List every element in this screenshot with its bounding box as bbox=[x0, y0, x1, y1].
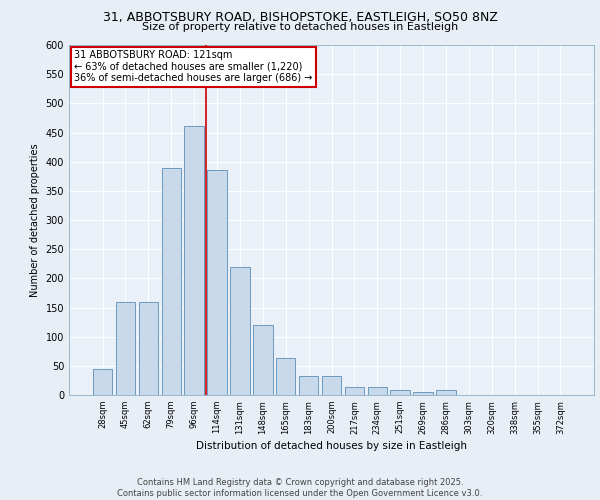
Bar bbox=[161, 168, 181, 395]
Bar bbox=[93, 370, 112, 395]
Bar bbox=[413, 392, 433, 395]
Bar bbox=[368, 388, 387, 395]
Text: 31, ABBOTSBURY ROAD, BISHOPSTOKE, EASTLEIGH, SO50 8NZ: 31, ABBOTSBURY ROAD, BISHOPSTOKE, EASTLE… bbox=[103, 11, 497, 24]
Bar bbox=[436, 390, 455, 395]
Bar bbox=[253, 325, 272, 395]
Bar bbox=[184, 126, 204, 395]
Bar bbox=[344, 388, 364, 395]
Text: Contains HM Land Registry data © Crown copyright and database right 2025.
Contai: Contains HM Land Registry data © Crown c… bbox=[118, 478, 482, 498]
Bar bbox=[208, 170, 227, 395]
X-axis label: Distribution of detached houses by size in Eastleigh: Distribution of detached houses by size … bbox=[196, 441, 467, 451]
Text: 31 ABBOTSBURY ROAD: 121sqm
← 63% of detached houses are smaller (1,220)
36% of s: 31 ABBOTSBURY ROAD: 121sqm ← 63% of deta… bbox=[74, 50, 313, 84]
Y-axis label: Number of detached properties: Number of detached properties bbox=[30, 143, 40, 297]
Text: Size of property relative to detached houses in Eastleigh: Size of property relative to detached ho… bbox=[142, 22, 458, 32]
Bar bbox=[276, 358, 295, 395]
Bar bbox=[116, 302, 135, 395]
Bar bbox=[139, 302, 158, 395]
Bar bbox=[322, 376, 341, 395]
Bar bbox=[230, 266, 250, 395]
Bar bbox=[391, 390, 410, 395]
Bar bbox=[299, 376, 319, 395]
